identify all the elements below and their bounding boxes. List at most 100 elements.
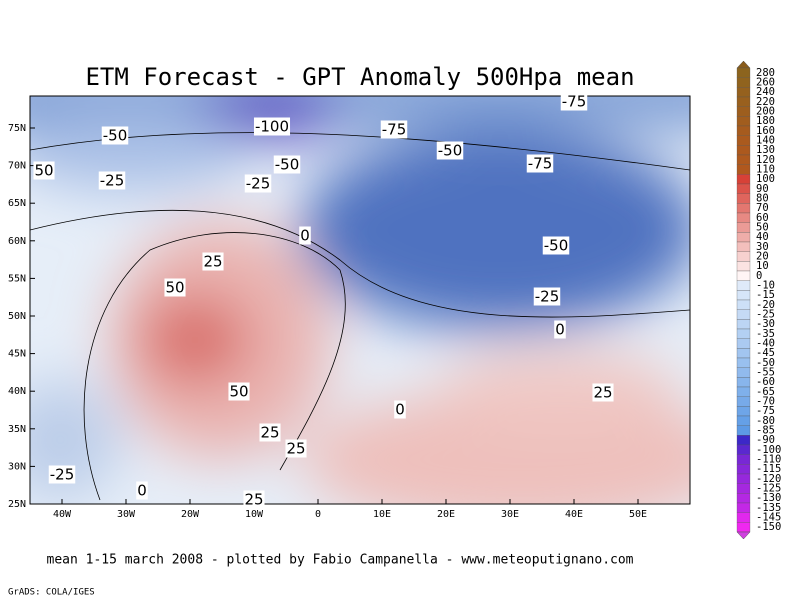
colorbar-label: -65 — [756, 386, 775, 398]
title: ETM Forecast - GPT Anomaly 500Hpa mean — [85, 63, 634, 91]
colorbar-swatch — [736, 357, 751, 368]
colorbar-label: -45 — [756, 347, 775, 359]
contour-label: 25 — [286, 440, 305, 458]
contour-label: 0 — [555, 321, 565, 339]
colorbar-label: 140 — [756, 135, 775, 147]
colorbar-label: -30 — [756, 318, 775, 330]
colorbar-label: 20 — [756, 251, 769, 263]
lon-label: 10W — [245, 509, 264, 520]
colorbar-swatch — [736, 77, 751, 88]
colorbar-label: -135 — [756, 502, 781, 514]
colorbar-swatch — [736, 386, 751, 397]
lon-label: 50E — [629, 509, 647, 520]
colorbar-swatch — [736, 193, 751, 204]
colorbar-label: 30 — [756, 241, 769, 253]
contour-label-bg — [592, 383, 614, 402]
colorbar-swatch — [736, 473, 751, 484]
contour-label: -75 — [528, 155, 553, 173]
lat-label: 60N — [8, 236, 26, 247]
contour-label-bg — [542, 236, 570, 255]
contour-label: 25 — [260, 424, 279, 442]
colorbar-swatch — [736, 145, 751, 156]
colorbar-swatch — [736, 493, 751, 504]
colorbar-label: -25 — [756, 309, 775, 321]
contour-label-bg — [560, 92, 588, 111]
lat-label: 70N — [8, 161, 26, 172]
contour-label: 25 — [244, 491, 263, 509]
colorbar-label: 60 — [756, 212, 769, 224]
colorbar-swatch — [736, 464, 751, 475]
colorbar-swatch — [736, 299, 751, 310]
colorbar-label: 160 — [756, 125, 775, 137]
colorbar-swatch — [736, 222, 751, 233]
lat-label: 50N — [8, 311, 26, 322]
colorbar-swatch — [736, 454, 751, 465]
colorbar-swatch — [736, 396, 751, 407]
contour-label: 50 — [165, 279, 184, 297]
colorbar-swatch — [736, 106, 751, 117]
colorbar-swatch — [736, 135, 751, 146]
colorbar-swatch — [736, 425, 751, 436]
colorbar-label: 110 — [756, 164, 775, 176]
colorbar-swatch — [736, 96, 751, 107]
colorbar-label: 260 — [756, 77, 775, 89]
contour-label-bg — [526, 154, 554, 173]
lon-label: 30W — [117, 509, 136, 520]
contour-label: 50 — [229, 383, 248, 401]
colorbar-bottom — [736, 531, 751, 540]
lat-label: 40N — [8, 386, 26, 397]
colorbar-label: 50 — [756, 222, 769, 234]
colorbar-swatch — [736, 444, 751, 455]
lat-label: 35N — [8, 424, 26, 435]
colorbar-swatch — [736, 174, 751, 185]
contour-label: 25 — [593, 384, 612, 402]
contour-label-bg — [273, 155, 301, 174]
colorbar-swatch — [736, 406, 751, 417]
contour-label: -50 — [544, 237, 569, 255]
colorbar-swatch — [736, 415, 751, 426]
colorbar-swatch — [736, 483, 751, 494]
colorbar-swatch — [736, 377, 751, 388]
contour-label: 0 — [395, 401, 405, 419]
colorbar-swatch — [736, 154, 751, 165]
contour-line — [83, 232, 346, 501]
lat-label: 25N — [8, 499, 26, 510]
colorbar-swatch — [736, 502, 751, 513]
contour-label: -50 — [438, 142, 463, 160]
colorbar-swatch — [736, 348, 751, 359]
colorbar-swatch — [736, 512, 751, 523]
contour-label-bg — [202, 252, 224, 271]
contour-label: -100 — [255, 118, 289, 136]
lat-label: 75N — [8, 123, 26, 134]
colorbar-label: 180 — [756, 115, 775, 127]
colorbar-label: 280 — [756, 67, 775, 79]
contour-label-bg — [48, 465, 76, 484]
credit: GrADS: COLA/IGES — [8, 588, 95, 598]
colorbar-label: 100 — [756, 173, 775, 185]
contour-label: 0 — [137, 482, 147, 500]
colorbar-swatch — [736, 280, 751, 291]
contour-label: -75 — [562, 93, 587, 111]
colorbar-label: 0 — [756, 270, 762, 282]
colorbar-top — [736, 60, 751, 69]
contour-label: 50 — [34, 162, 53, 180]
colorbar-swatch — [736, 116, 751, 127]
colorbar-swatch — [736, 125, 751, 136]
colorbar-label: -35 — [756, 328, 775, 340]
colorbar-label: -15 — [756, 289, 775, 301]
colorbar-swatch — [736, 367, 751, 378]
colorbar-swatch — [736, 435, 751, 446]
colorbar-label: -85 — [756, 425, 775, 437]
lat-label: 65N — [8, 198, 26, 209]
contour-label-bg — [380, 120, 408, 139]
contour-label-bg — [244, 174, 272, 193]
lon-label: 40W — [53, 509, 72, 520]
lon-label: 40E — [565, 509, 583, 520]
colorbar-label: -100 — [756, 444, 781, 456]
lon-label: 30E — [501, 509, 519, 520]
colorbar-label: -55 — [756, 367, 775, 379]
colorbar-label: 130 — [756, 144, 775, 156]
contour-label-bg — [554, 320, 566, 339]
colorbar-label: -145 — [756, 512, 781, 524]
